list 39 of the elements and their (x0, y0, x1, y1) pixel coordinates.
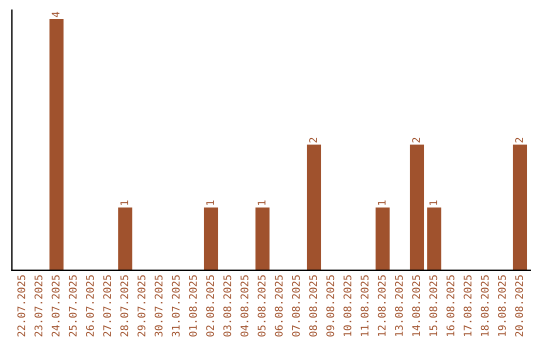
x-tick-label: 07.08.2025 (292, 275, 300, 336)
x-tick-label: 10.08.2025 (343, 275, 352, 336)
x-tick-label: 31.07.2025 (172, 275, 180, 336)
data-label: 2 (309, 138, 317, 142)
x-tick-label: 23.07.2025 (34, 275, 42, 336)
x-tick-label: 24.07.2025 (52, 275, 60, 336)
data-label: 1 (206, 200, 214, 205)
x-tick-label: 22.07.2025 (17, 275, 26, 336)
x-tick-label: 14.08.2025 (412, 275, 420, 336)
x-tick-label: 29.07.2025 (138, 275, 146, 336)
x-tick-label: 06.08.2025 (274, 275, 283, 336)
data-label: 1 (120, 200, 128, 205)
data-label: 4 (52, 12, 60, 18)
x-tick-label: 13.08.2025 (394, 275, 403, 336)
x-tick-label: 17.08.2025 (464, 275, 472, 336)
x-tick-label: 28.07.2025 (120, 275, 128, 336)
x-tick-label: 19.08.2025 (498, 275, 506, 336)
x-tick-label: 01.08.2025 (189, 275, 197, 336)
x-tick-label: 30.07.2025 (154, 275, 163, 336)
data-label: 2 (515, 138, 523, 142)
x-tick-label: 04.08.2025 (240, 275, 248, 336)
x-tick-label: 27.07.2025 (103, 275, 112, 336)
data-label: 1 (429, 200, 438, 205)
x-tick-label: 03.08.2025 (223, 275, 232, 336)
data-label: 2 (412, 138, 420, 142)
x-tick-label: 11.08.2025 (360, 275, 369, 336)
x-tick-label: 15.08.2025 (429, 275, 438, 336)
x-tick-label: 20.08.2025 (515, 275, 524, 336)
x-tick-label: 08.08.2025 (309, 275, 318, 336)
x-tick-label: 25.07.2025 (68, 275, 77, 336)
x-tick-label: 16.08.2025 (446, 275, 454, 336)
data-label: 1 (258, 200, 266, 205)
x-tick-label: 05.08.2025 (258, 275, 266, 336)
x-tick-label: 02.08.2025 (206, 275, 214, 336)
x-tick-label: 09.08.2025 (326, 275, 334, 336)
x-tick-label: 18.08.2025 (480, 275, 489, 336)
data-label: 1 (378, 200, 386, 205)
x-tick-label: 12.08.2025 (378, 275, 386, 336)
x-tick-label: 26.07.2025 (86, 275, 94, 336)
